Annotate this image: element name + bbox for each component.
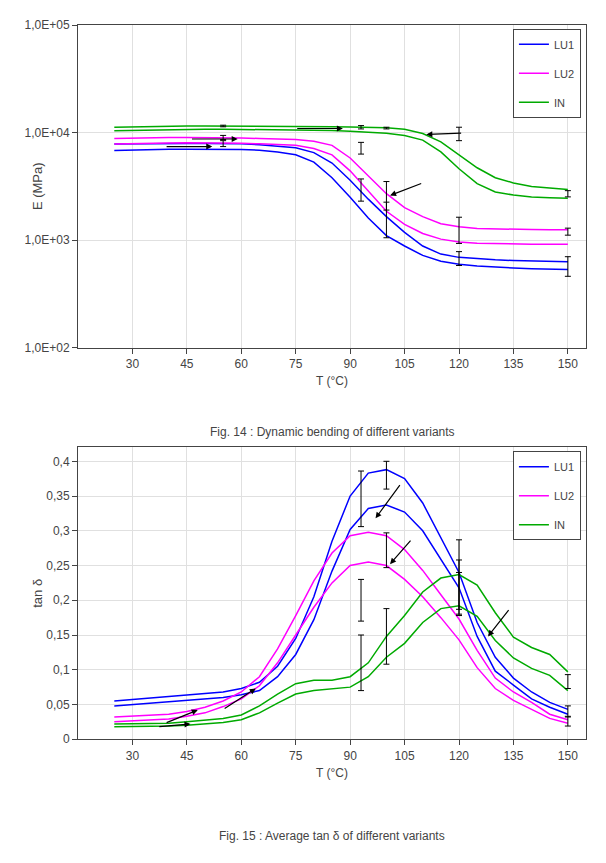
svg-text:45: 45	[180, 749, 194, 763]
svg-text:0: 0	[63, 732, 70, 746]
svg-text:0,25: 0,25	[46, 559, 70, 573]
svg-text:LU1: LU1	[554, 39, 574, 51]
svg-text:135: 135	[503, 749, 523, 763]
svg-text:0,2: 0,2	[53, 593, 70, 607]
svg-text:1,0E+05: 1,0E+05	[25, 18, 70, 32]
svg-text:0,05: 0,05	[46, 698, 70, 712]
svg-text:Fig. 14 : Dynamic bending of d: Fig. 14 : Dynamic bending of different v…	[210, 425, 455, 439]
svg-text:0,4: 0,4	[53, 455, 70, 469]
svg-text:E (MPa): E (MPa)	[30, 162, 45, 210]
svg-text:LU2: LU2	[554, 490, 574, 502]
svg-text:IN: IN	[554, 97, 565, 109]
svg-text:30: 30	[126, 357, 140, 371]
svg-text:0,15: 0,15	[46, 628, 70, 642]
svg-text:105: 105	[395, 357, 415, 371]
svg-text:0,35: 0,35	[46, 489, 70, 503]
svg-text:60: 60	[235, 749, 249, 763]
svg-text:135: 135	[503, 357, 523, 371]
svg-text:30: 30	[126, 749, 140, 763]
svg-text:45: 45	[180, 357, 194, 371]
svg-text:tan δ: tan δ	[30, 579, 45, 608]
svg-text:1,0E+02: 1,0E+02	[25, 341, 70, 355]
svg-text:1,0E+04: 1,0E+04	[25, 126, 70, 140]
svg-text:Fig. 15 : Average tan δ of dif: Fig. 15 : Average tan δ of different var…	[219, 829, 445, 843]
svg-text:IN: IN	[554, 519, 565, 531]
svg-text:LU2: LU2	[554, 68, 574, 80]
svg-text:0,1: 0,1	[53, 663, 70, 677]
svg-text:T (°C): T (°C)	[316, 766, 348, 780]
svg-text:120: 120	[449, 357, 469, 371]
svg-text:90: 90	[343, 749, 357, 763]
svg-text:90: 90	[343, 357, 357, 371]
svg-text:1,0E+03: 1,0E+03	[25, 233, 70, 247]
svg-text:T (°C): T (°C)	[316, 374, 348, 388]
svg-text:105: 105	[395, 749, 415, 763]
svg-text:0,3: 0,3	[53, 524, 70, 538]
svg-text:120: 120	[449, 749, 469, 763]
svg-text:75: 75	[289, 357, 303, 371]
svg-text:LU1: LU1	[554, 461, 574, 473]
svg-text:75: 75	[289, 749, 303, 763]
svg-text:60: 60	[235, 357, 249, 371]
svg-text:150: 150	[558, 357, 578, 371]
svg-text:150: 150	[558, 749, 578, 763]
